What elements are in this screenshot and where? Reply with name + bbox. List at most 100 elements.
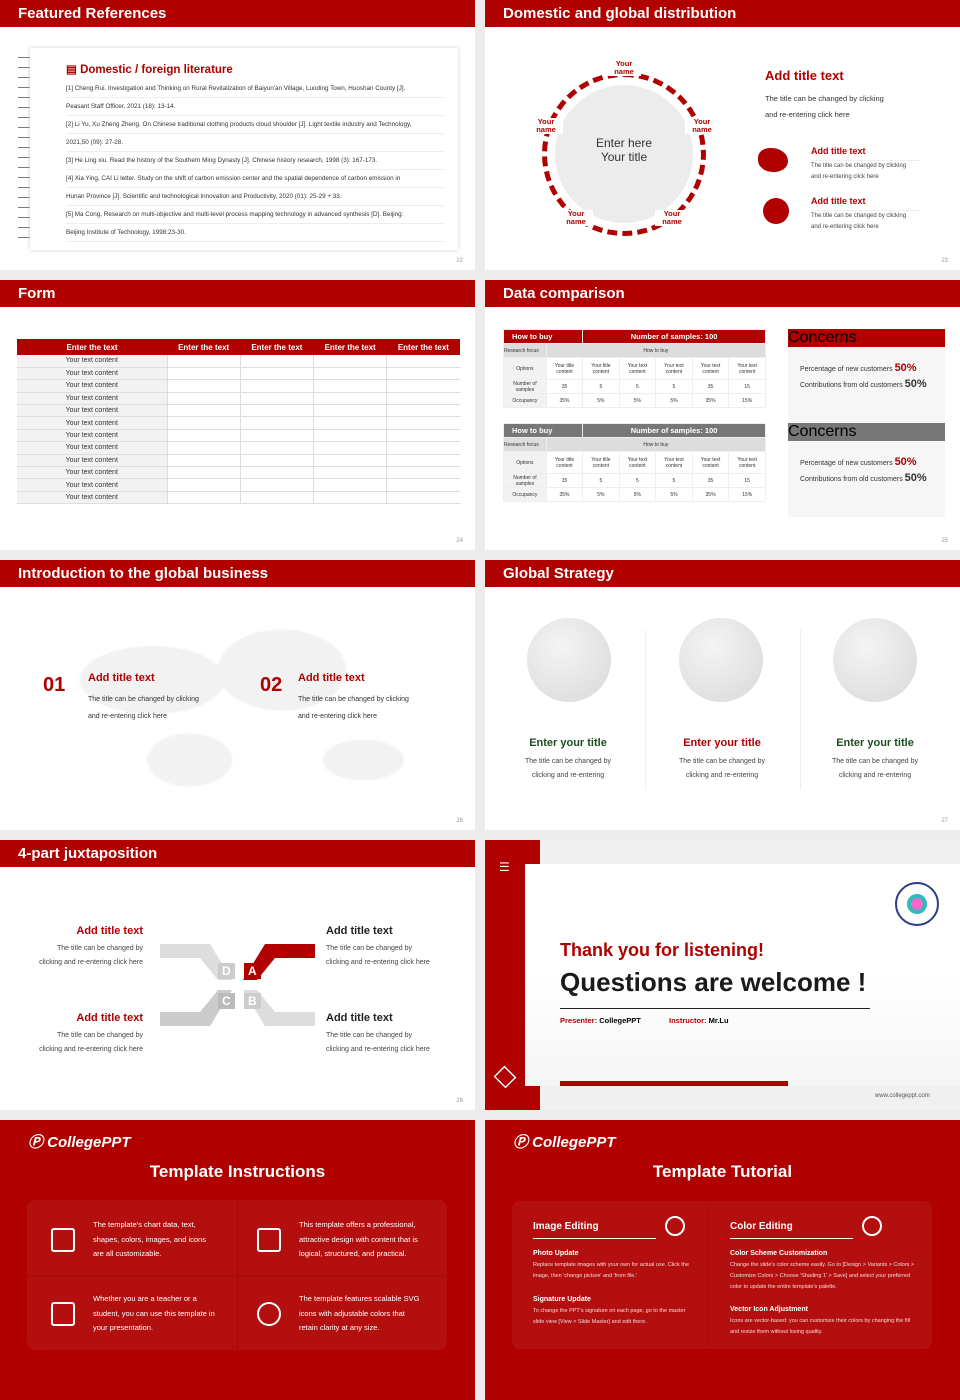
sample-cell: 5: [655, 473, 693, 488]
table-cell: [386, 367, 460, 381]
logo-text: CollegePPT: [532, 1134, 616, 1151]
bottom-accent-bar: [560, 1081, 788, 1086]
table-header-row: How to buy Number of samples: 100: [502, 329, 766, 344]
table-cell: [166, 367, 241, 381]
section-body: To change the PPT's signature on each pa…: [533, 1308, 686, 1325]
focus-row: Research focus How to buy: [503, 343, 767, 358]
slide-form[interactable]: Form Enter the text Enter the text Enter t…: [0, 280, 475, 550]
page-number: 23: [941, 258, 948, 264]
table-cell: [166, 355, 241, 368]
slide-title: Domestic and global distribution: [485, 0, 960, 27]
section-heading: Vector Icon Adjustment: [730, 1306, 808, 1313]
slide-global-strategy[interactable]: Global Strategy Enter your title The titl…: [485, 560, 960, 830]
sample-cell: 5: [655, 379, 693, 394]
slide-template-tutorial[interactable]: Ⓟ CollegePPT Template Tutorial Image Edi…: [485, 1120, 960, 1400]
item-body: The title can be changed by clicking and…: [831, 758, 918, 779]
arrow-c: [160, 990, 232, 1026]
center-title: Enter here Your title: [595, 136, 653, 164]
university-seal: [895, 882, 939, 926]
page-number: 26: [456, 818, 463, 824]
reference-card: ▤ Domestic / foreign literature [1] Chen…: [30, 48, 458, 250]
samples-row: Number of samples 35 5 5 5 35 15: [503, 473, 766, 488]
occupancy-cell: 35%: [691, 487, 730, 502]
table-cell: [166, 478, 241, 492]
label: Percentage of new customers: [800, 460, 895, 467]
table-row: Your text content: [17, 429, 460, 443]
occupancy-cell: 5%: [618, 393, 657, 408]
row-label-cell: Your text content: [17, 466, 167, 480]
menu-icon[interactable]: ☰: [499, 860, 510, 874]
divider: [645, 630, 646, 790]
item-body: The title can be changed by clicking and…: [524, 758, 611, 779]
table-row: Your text content: [17, 441, 460, 455]
table-cell: [239, 429, 314, 443]
table-row: Your text content: [17, 392, 460, 406]
option-cell: Your text content: [691, 357, 730, 380]
website-url[interactable]: www.collegeppt.com: [875, 1093, 930, 1099]
lightbulb-icon: [665, 1216, 685, 1236]
slide-distribution[interactable]: Domestic and global distribution Enter h…: [485, 0, 960, 270]
reference-line: Hunan Province [J]. Scientific and techn…: [66, 188, 444, 206]
column-title: Color Editing: [730, 1221, 853, 1239]
concerns-header: Concerns: [788, 423, 945, 441]
slide-thank-you[interactable]: ☰ Thank you for listening! Questions are…: [485, 840, 960, 1110]
occupancy-row: Occupancy 35% 5% 5% 5% 35% 15%: [503, 393, 766, 408]
row-label: Number of samples: [503, 473, 547, 488]
page-number: 24: [456, 538, 463, 544]
instruction-text: The template features scalable SVG icons…: [299, 1294, 420, 1332]
concerns-card: Concerns Percentage of new customers 50% C…: [788, 329, 945, 423]
collegeppt-logo: Ⓟ CollegePPT: [28, 1131, 131, 1152]
globe-image: [527, 618, 611, 702]
table-cell: [386, 454, 460, 468]
logo-icon: Ⓟ: [513, 1134, 533, 1151]
table-cell: [239, 404, 314, 418]
table-cell: [312, 355, 387, 368]
samples-row: Number of samples 35 5 5 5 35 15: [503, 379, 766, 394]
letter-b: B: [244, 993, 261, 1009]
row-label-cell: Your text content: [17, 392, 167, 406]
focus-value: How to buy: [545, 343, 767, 358]
table-cell: [386, 466, 460, 480]
instructor-label: Instructor:: [669, 1016, 707, 1025]
table-cell: [312, 379, 387, 393]
occupancy-cell: 5%: [655, 487, 693, 502]
arrow-d: [160, 944, 232, 980]
options-row: Options Your title content Your title cont…: [503, 451, 766, 474]
table-row: Your text content: [17, 367, 460, 381]
book-icon: ▤: [66, 64, 81, 76]
table-row: Your text content: [17, 454, 460, 468]
table-cell: [386, 355, 460, 368]
table-row: Your text content: [17, 404, 460, 418]
palette-icon: [862, 1216, 882, 1236]
slide-global-business[interactable]: Introduction to the global business 01 A…: [0, 560, 475, 830]
concerns-card: Concerns Percentage of new customers 50% C…: [788, 423, 945, 517]
table-row: Your text content: [17, 478, 460, 492]
table-cell: [312, 491, 387, 505]
column-header: Enter the text: [17, 339, 167, 355]
slide-title: Form: [0, 280, 475, 307]
slide-featured-references[interactable]: Featured References ▤ Domestic / foreign…: [0, 0, 475, 270]
option-cell: Your text content: [655, 357, 693, 380]
slide-data-comparison[interactable]: Data comparison How to buy Number of samp…: [485, 280, 960, 550]
slide-template-instructions[interactable]: Ⓟ CollegePPT Template Instructions The t…: [0, 1120, 475, 1400]
table-cell: [386, 416, 460, 430]
item-title: Enter your title: [836, 737, 914, 749]
header-samples: Number of samples: 100: [582, 329, 766, 344]
logo-text: CollegePPT: [47, 1134, 131, 1151]
option-cell: Your text content: [691, 451, 730, 474]
slide-4-part[interactable]: 4-part juxtaposition D A C B Add title t…: [0, 840, 475, 1110]
header-samples: Number of samples: 100: [582, 423, 766, 438]
new-customers-line: Percentage of new customers 50%: [800, 455, 945, 471]
row-label-cell: Your text content: [17, 454, 167, 468]
table-cell: [239, 355, 314, 368]
item-number: 01: [43, 674, 66, 696]
row-label: Number of samples: [503, 379, 547, 394]
thanks-text: Thank you for listening!: [560, 940, 765, 960]
node-label: Your name: [685, 118, 719, 134]
occupancy-cell: 5%: [618, 487, 657, 502]
questions-text: Questions are welcome !: [560, 967, 867, 997]
arrow-b: [243, 990, 315, 1026]
table-row: Your text content: [17, 466, 460, 480]
label: Percentage of new customers: [800, 366, 895, 373]
reference-line: [3] He Ling xiu. Read the history of the…: [66, 152, 444, 170]
